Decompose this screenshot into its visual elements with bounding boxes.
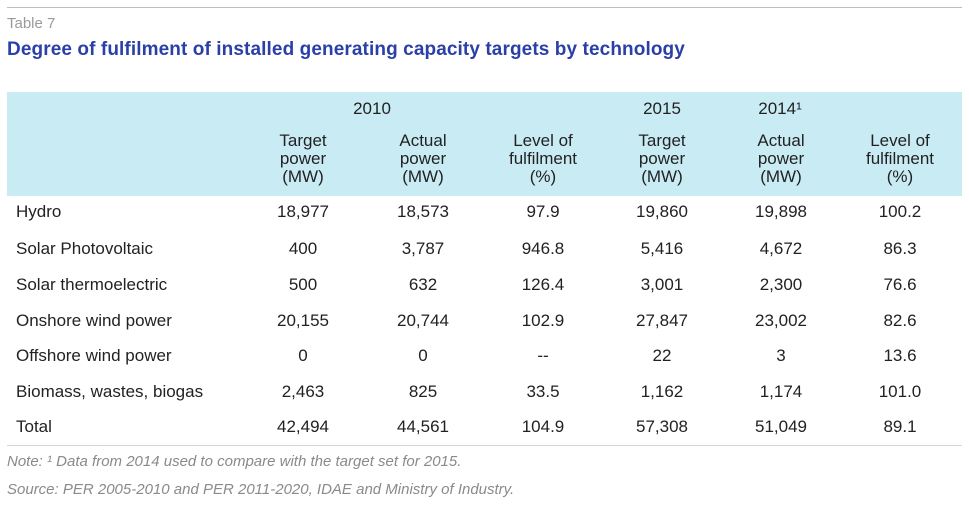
table-cell: 13.6 (883, 346, 917, 365)
table-cell: 57,308 (636, 417, 688, 436)
row-label: Biomass, wastes, biogas (16, 382, 204, 401)
table-cell: 23,002 (755, 311, 807, 330)
table-cell: 102.9 (521, 311, 565, 330)
table-cell: 82.6 (883, 311, 917, 330)
table-cell: 20,155 (277, 311, 329, 330)
table-cell: 2,463 (281, 382, 325, 401)
table-cell: 18,573 (397, 202, 449, 221)
table-cell: 104.9 (521, 417, 565, 436)
header-band (7, 92, 962, 196)
table-cell: 0 (298, 346, 308, 365)
table-note: Note: ¹ Data from 2014 used to compare w… (7, 453, 462, 470)
table-cell: 0 (418, 346, 428, 365)
column-header-fulfilment-2010: Level of fulfilment (%) (508, 131, 578, 186)
table-cell: 3,787 (401, 239, 445, 258)
table-cell: 22 (652, 346, 672, 365)
table-number: Table 7 (7, 15, 56, 32)
table-cell: 946.8 (521, 239, 565, 258)
table-cell: 4,672 (759, 239, 803, 258)
table-cell: 76.6 (883, 275, 917, 294)
table-cell: -- (537, 346, 549, 365)
row-label: Solar thermoelectric (16, 275, 168, 294)
row-label: Total (16, 417, 52, 436)
table-cell: 3 (776, 346, 786, 365)
table-cell: 3,001 (640, 275, 684, 294)
table-cell: 19,898 (755, 202, 807, 221)
group-header-2015: 2015 (643, 99, 681, 118)
table-source: Source: PER 2005-2010 and PER 2011-2020,… (7, 481, 515, 498)
group-header-2014: 2014¹ (758, 99, 802, 118)
table-cell: 1,162 (640, 382, 684, 401)
table-cell: 89.1 (883, 417, 917, 436)
group-header-2010: 2010 (353, 99, 391, 118)
table-cell: 27,847 (636, 311, 688, 330)
column-header-actual-2014: Actual power (MW) (757, 131, 805, 186)
table-cell: 97.9 (526, 202, 560, 221)
table-cell: 19,860 (636, 202, 688, 221)
row-label: Solar Photovoltaic (16, 239, 154, 258)
table-cell: 500 (288, 275, 318, 294)
row-label: Offshore wind power (16, 346, 172, 365)
table-cell: 100.2 (878, 202, 922, 221)
row-label: Hydro (16, 202, 62, 221)
table-cell: 18,977 (277, 202, 329, 221)
table-title: Degree of fulfilment of installed genera… (7, 39, 685, 60)
table-cell: 42,494 (277, 417, 329, 436)
column-header-target-2010: Target power (MW) (279, 131, 327, 186)
column-header-target-2015: Target power (MW) (638, 131, 686, 186)
top-rule (7, 7, 962, 8)
table-cell: 1,174 (759, 382, 803, 401)
table-bottom-rule (7, 445, 962, 446)
table-cell: 86.3 (883, 239, 917, 258)
table-cell: 51,049 (755, 417, 807, 436)
row-label: Onshore wind power (16, 311, 172, 330)
column-header-fulfilment-2015: Level of fulfilment (%) (865, 131, 935, 186)
table-cell: 400 (288, 239, 318, 258)
table-cell: 5,416 (640, 239, 684, 258)
table-cell: 2,300 (759, 275, 803, 294)
table-cell: 126.4 (521, 275, 565, 294)
table-cell: 825 (408, 382, 438, 401)
table-cell: 101.0 (878, 382, 922, 401)
table-cell: 20,744 (397, 311, 449, 330)
table-cell: 44,561 (397, 417, 449, 436)
table-cell: 632 (408, 275, 438, 294)
column-header-actual-2010: Actual power (MW) (399, 131, 447, 186)
table-cell: 33.5 (526, 382, 560, 401)
